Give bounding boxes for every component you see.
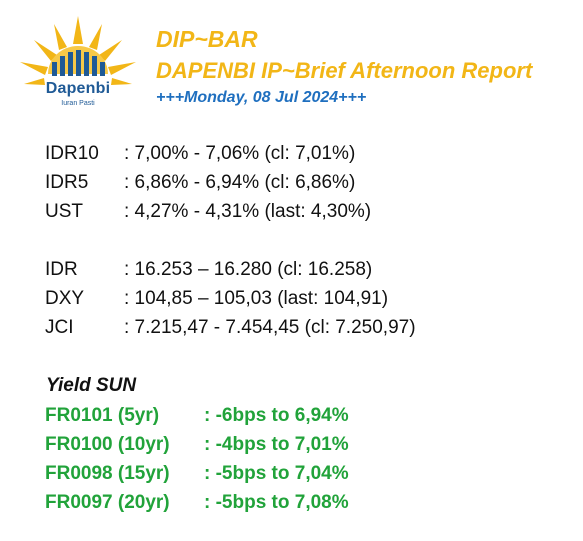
row-value: : 104,85 – 105,03 (last: 104,91): [124, 288, 389, 309]
sun-value: : -6bps to 6,94%: [204, 405, 349, 426]
row-label: UST: [45, 201, 83, 222]
dapenbi-logo: Dapenbi Iuran Pasti: [14, 14, 140, 124]
row-label: IDR5: [45, 172, 89, 193]
row-label: IDR10: [45, 143, 99, 164]
logo-tagline: Iuran Pasti: [61, 100, 95, 107]
sun-label: FR0100 (10yr): [45, 434, 170, 455]
row-label: JCI: [45, 317, 74, 338]
row-label: DXY: [45, 288, 85, 309]
sun-label: FR0097 (20yr): [45, 492, 170, 513]
row-value: : 4,27% - 4,31% (last: 4,30%): [124, 201, 372, 222]
row-value: : 16.253 – 16.280 (cl: 16.258): [124, 259, 373, 280]
sun-label: FR0101 (5yr): [45, 405, 160, 426]
sun-label: FR0098 (15yr): [45, 463, 170, 484]
report-title: DIP~BAR: [156, 26, 258, 52]
row-value: : 6,86% - 6,94% (cl: 6,86%): [124, 172, 356, 193]
sun-logo-icon: [20, 16, 136, 85]
row-value: : 7.215,47 - 7.454,45 (cl: 7.250,97): [124, 317, 416, 338]
sun-value: : -4bps to 7,01%: [204, 434, 349, 455]
report-subtitle: DAPENBI IP~Brief Afternoon Report: [156, 58, 533, 83]
row-label: IDR: [45, 259, 78, 280]
report-date: +++Monday, 08 Jul 2024+++: [156, 89, 367, 106]
sun-value: : -5bps to 7,04%: [204, 463, 349, 484]
row-value: : 7,00% - 7,06% (cl: 7,01%): [124, 143, 356, 164]
sun-value: : -5bps to 7,08%: [204, 492, 349, 513]
yield-sun-heading: Yield SUN: [46, 375, 137, 396]
logo-wordmark: Dapenbi: [45, 80, 111, 97]
